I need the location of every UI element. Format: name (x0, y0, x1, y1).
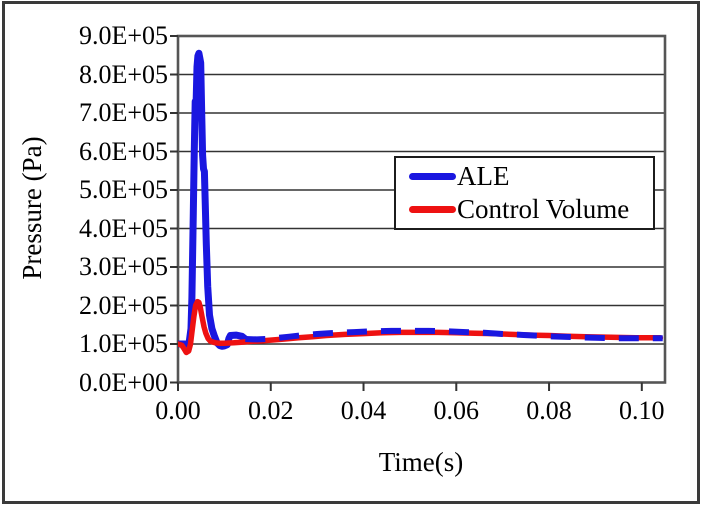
legend-label-control-volume: Control Volume (457, 194, 630, 224)
x-axis-title: Time(s) (378, 447, 464, 477)
y-tick-label: 1.0E+05 (78, 329, 168, 358)
y-tick-label: 9.0E+05 (78, 21, 168, 50)
x-tick-label: 0.06 (433, 396, 480, 425)
y-axis-title: Pressure (Pa) (17, 136, 47, 280)
y-tick-label: 6.0E+05 (78, 136, 168, 166)
legend-entry-control-volume: Control Volume (409, 195, 653, 224)
legend-entry-ale: ALE (409, 162, 653, 191)
series-ale-line (178, 49, 249, 350)
x-tick-label: 0.00 (155, 396, 201, 425)
y-tick-label: 5.0E+05 (78, 175, 168, 204)
x-tick-label: 0.08 (526, 396, 572, 425)
series-ale-line-dashed-tail (245, 327, 663, 343)
y-tick-label: 8.0E+05 (78, 59, 168, 89)
y-tick-label: 4.0E+05 (78, 213, 168, 243)
y-tick-label: 0.0E+00 (78, 367, 168, 397)
legend: ALE Control Volume (394, 156, 655, 230)
x-tick-label: 0.04 (340, 396, 387, 425)
y-tick-label: 7.0E+05 (78, 98, 168, 127)
series-control-volume-line (178, 298, 664, 356)
plot-border (176, 34, 667, 384)
ale-line-swatch-icon (409, 173, 456, 180)
y-tick-label: 2.0E+05 (78, 290, 168, 320)
y-tick-label: 3.0E+05 (78, 252, 168, 281)
legend-label-ale: ALE (457, 161, 510, 191)
x-tick-label: 0.10 (619, 396, 665, 425)
control-volume-line-swatch-icon (409, 206, 456, 213)
x-tick-label: 0.02 (248, 396, 294, 425)
